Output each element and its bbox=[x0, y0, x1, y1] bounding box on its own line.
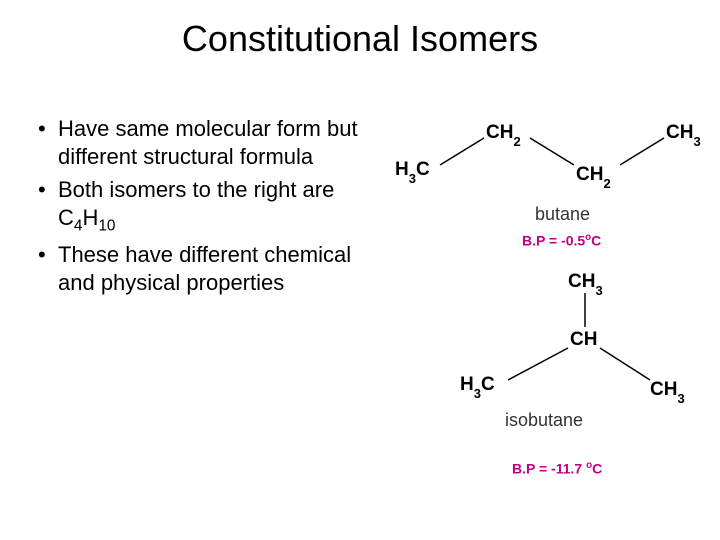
iso-ch3-right-sub: 3 bbox=[677, 391, 684, 406]
butane-h3c-3: 3 bbox=[409, 171, 416, 186]
svg-text:H3C: H3C bbox=[395, 159, 430, 186]
butane-ch2-2: CH bbox=[576, 164, 603, 185]
butane-label: butane bbox=[535, 204, 590, 225]
butane-ch2-1-sub: 2 bbox=[513, 134, 520, 149]
iso-ch: CH bbox=[570, 329, 597, 350]
bullet-list: Have same molecular form but different s… bbox=[38, 115, 358, 302]
iso-bp-prefix: B.P = -11.7 bbox=[512, 461, 586, 477]
butane-ch2-2-sub: 2 bbox=[603, 176, 610, 191]
butane-bp-unit: C bbox=[591, 233, 601, 249]
butane-ch2-1: CH bbox=[486, 122, 513, 143]
svg-text:CH2: CH2 bbox=[576, 164, 611, 191]
isobutane-diagram: CH3 CH H3C CH3 bbox=[450, 265, 690, 415]
bullet-2-sub-10: 10 bbox=[98, 217, 115, 234]
iso-h3c-h: H bbox=[460, 374, 474, 395]
iso-bp-unit: C bbox=[592, 461, 602, 477]
butane-bp: B.P = -0.5oC bbox=[522, 232, 601, 249]
svg-text:CH: CH bbox=[570, 329, 597, 350]
page-title: Constitutional Isomers bbox=[0, 18, 720, 60]
butane-ch3-sub: 3 bbox=[693, 134, 700, 149]
butane-bp-prefix: B.P = -0.5 bbox=[522, 233, 585, 249]
butane-h3c-h: H bbox=[395, 159, 409, 180]
iso-h3c-c: C bbox=[481, 374, 495, 395]
iso-h3c-3: 3 bbox=[474, 386, 481, 401]
bullet-3: These have different chemical and physic… bbox=[38, 241, 358, 296]
butane-diagram: H3C CH2 CH2 CH3 bbox=[390, 110, 710, 210]
bullet-2-text-h: H bbox=[82, 205, 98, 230]
iso-ch3-top: CH bbox=[568, 271, 595, 292]
iso-ch3-top-sub: 3 bbox=[595, 283, 602, 298]
svg-text:H3C: H3C bbox=[460, 374, 495, 401]
butane-ch3: CH bbox=[666, 122, 693, 143]
svg-text:CH3: CH3 bbox=[666, 122, 701, 149]
butane-h3c-c: C bbox=[416, 159, 430, 180]
iso-ch3-right: CH bbox=[650, 379, 677, 400]
bullet-2: Both isomers to the right are C4H10 bbox=[38, 176, 358, 235]
isobutane-bp: B.P = -11.7 oC bbox=[512, 460, 602, 477]
svg-text:CH2: CH2 bbox=[486, 122, 521, 149]
svg-text:CH3: CH3 bbox=[650, 379, 685, 406]
isobutane-label: isobutane bbox=[505, 410, 583, 431]
bullet-1: Have same molecular form but different s… bbox=[38, 115, 358, 170]
